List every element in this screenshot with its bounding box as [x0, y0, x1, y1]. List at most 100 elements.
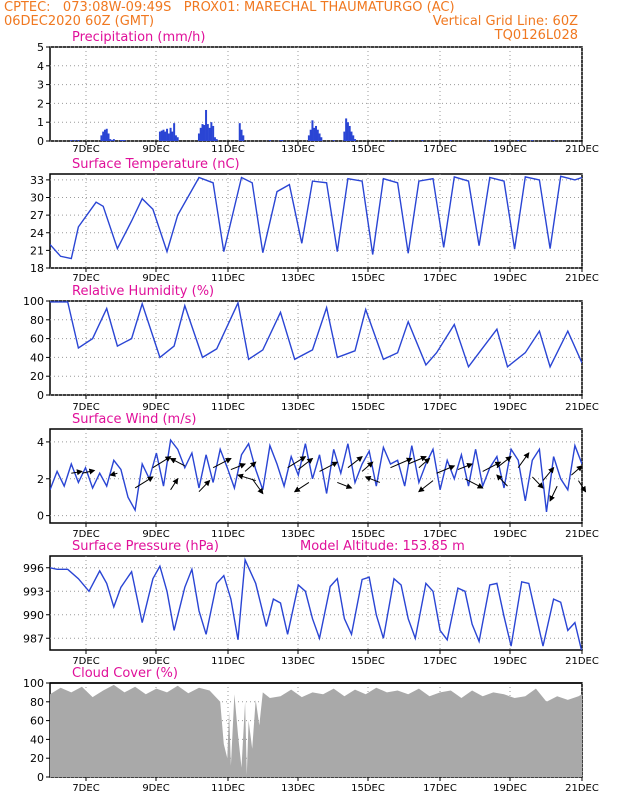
x-tick-label: 13DEC — [281, 656, 315, 667]
precip-bar — [100, 135, 103, 141]
y-tick-label: 3 — [37, 79, 44, 92]
x-tick-label: 7DEC — [72, 529, 99, 540]
wind-vector — [361, 461, 374, 472]
wind-vector — [549, 485, 558, 502]
precip-bar — [212, 125, 215, 141]
precip-bar — [531, 140, 534, 141]
wind-vector — [578, 480, 587, 493]
series-line — [50, 301, 582, 369]
panel-title: Precipitation (mm/h) — [72, 30, 205, 45]
precip-bar — [309, 129, 312, 141]
x-tick-label: 9DEC — [142, 529, 169, 540]
y-tick-label: 80 — [30, 696, 44, 709]
precip-bar — [107, 133, 110, 141]
precip-bar — [158, 131, 161, 141]
y-tick-label: 990 — [23, 609, 44, 622]
precip-bar — [345, 118, 348, 141]
precip-bar — [242, 135, 245, 141]
precip-bar — [121, 140, 124, 141]
precip-bar — [111, 140, 114, 141]
wind-vector — [531, 476, 544, 489]
wind-vector — [169, 458, 186, 467]
wind-vector — [390, 457, 413, 469]
y-tick-label: 0 — [37, 389, 44, 402]
y-tick-label: 987 — [23, 632, 44, 645]
x-tick-label: 13DEC — [281, 402, 315, 413]
precip-bar — [162, 129, 165, 141]
x-tick-label: 17DEC — [423, 273, 457, 284]
panel-4: 0 2 4 7DEC 9DEC 11DEC 13DEC 15DEC 17DEC 19DEC 21DE… — [37, 412, 599, 540]
x-tick-label: 19DEC — [493, 529, 527, 540]
x-tick-label: 13DEC — [281, 144, 315, 155]
precip-bar — [70, 140, 73, 141]
y-tick-label: 0 — [37, 771, 44, 784]
precip-bar — [318, 133, 321, 141]
x-tick-label: 9DEC — [142, 402, 169, 413]
precip-bar — [169, 127, 172, 141]
series-line — [50, 438, 582, 513]
x-tick-label: 17DEC — [423, 144, 457, 155]
wind-vector — [517, 452, 530, 468]
x-tick-label: 11DEC — [211, 529, 245, 540]
x-tick-label: 11DEC — [211, 144, 245, 155]
y-tick-label: 20 — [30, 752, 44, 765]
panel-1: 0 1 2 3 4 5 7DEC 9DEC 11DEC 13DEC 15DEC 17DEC 19DEC 2… — [37, 30, 599, 155]
panel-title: Surface Pressure (hPa) — [72, 539, 219, 554]
precip-bar — [307, 135, 310, 141]
y-tick-label: 996 — [23, 562, 44, 575]
x-tick-label: 15DEC — [351, 144, 385, 155]
precip-bar — [167, 133, 170, 141]
x-tick-label: 7DEC — [72, 144, 99, 155]
x-tick-label: 17DEC — [423, 529, 457, 540]
precip-bar — [238, 123, 241, 141]
x-tick-label: 13DEC — [281, 529, 315, 540]
wind-vector — [418, 457, 431, 469]
x-tick-label: 7DEC — [72, 656, 99, 667]
wind-vector — [418, 480, 434, 493]
precip-bar — [199, 127, 202, 141]
precip-bar — [174, 135, 177, 141]
precip-bar — [206, 124, 209, 141]
x-tick-label: 21DEC — [565, 529, 599, 540]
wind-vector — [71, 469, 83, 476]
wind-vector — [571, 465, 583, 476]
precip-bar — [119, 140, 122, 141]
y-tick-label: 60 — [30, 333, 44, 346]
panel-2: 18 21 24 27 30 33 7DEC 9DEC 11DEC 13DEC 15DEC 17DEC… — [30, 157, 599, 284]
wind-vector — [244, 461, 257, 472]
precip-bar — [316, 129, 319, 141]
x-tick-label: 15DEC — [351, 656, 385, 667]
wind-vector — [297, 457, 314, 470]
x-tick-label: 9DEC — [142, 144, 169, 155]
precip-bar — [203, 125, 206, 141]
y-tick-label: 21 — [30, 244, 44, 257]
y-tick-label: 60 — [30, 715, 44, 728]
panel-title: Surface Wind (m/s) — [72, 412, 196, 427]
x-tick-label: 9DEC — [142, 656, 169, 667]
precip-bar — [552, 140, 555, 141]
precip-bar — [488, 140, 491, 141]
precip-bar — [354, 139, 357, 141]
precip-bar — [281, 140, 284, 141]
wind-vector — [408, 455, 427, 465]
x-tick-label: 19DEC — [493, 144, 527, 155]
precip-bar — [343, 131, 346, 141]
x-tick-label: 13DEC — [281, 273, 315, 284]
precip-bar — [311, 120, 314, 141]
series-line — [50, 557, 582, 650]
x-tick-label: 15DEC — [351, 273, 385, 284]
y-tick-label: 100 — [23, 295, 44, 308]
wind-vector — [347, 456, 363, 469]
x-tick-label: 19DEC — [493, 402, 527, 413]
precip-bar — [201, 124, 204, 141]
precip-bar — [176, 137, 179, 141]
precip-bar — [215, 139, 218, 141]
y-tick-label: 2 — [37, 97, 44, 110]
header-grid-line-note: Vertical Grid Line: 60Z — [432, 14, 578, 29]
wind-vector — [198, 479, 211, 493]
precip-bar — [346, 122, 349, 141]
panel-frame — [49, 173, 583, 269]
precip-bar — [112, 139, 115, 141]
precip-bar — [102, 131, 105, 141]
